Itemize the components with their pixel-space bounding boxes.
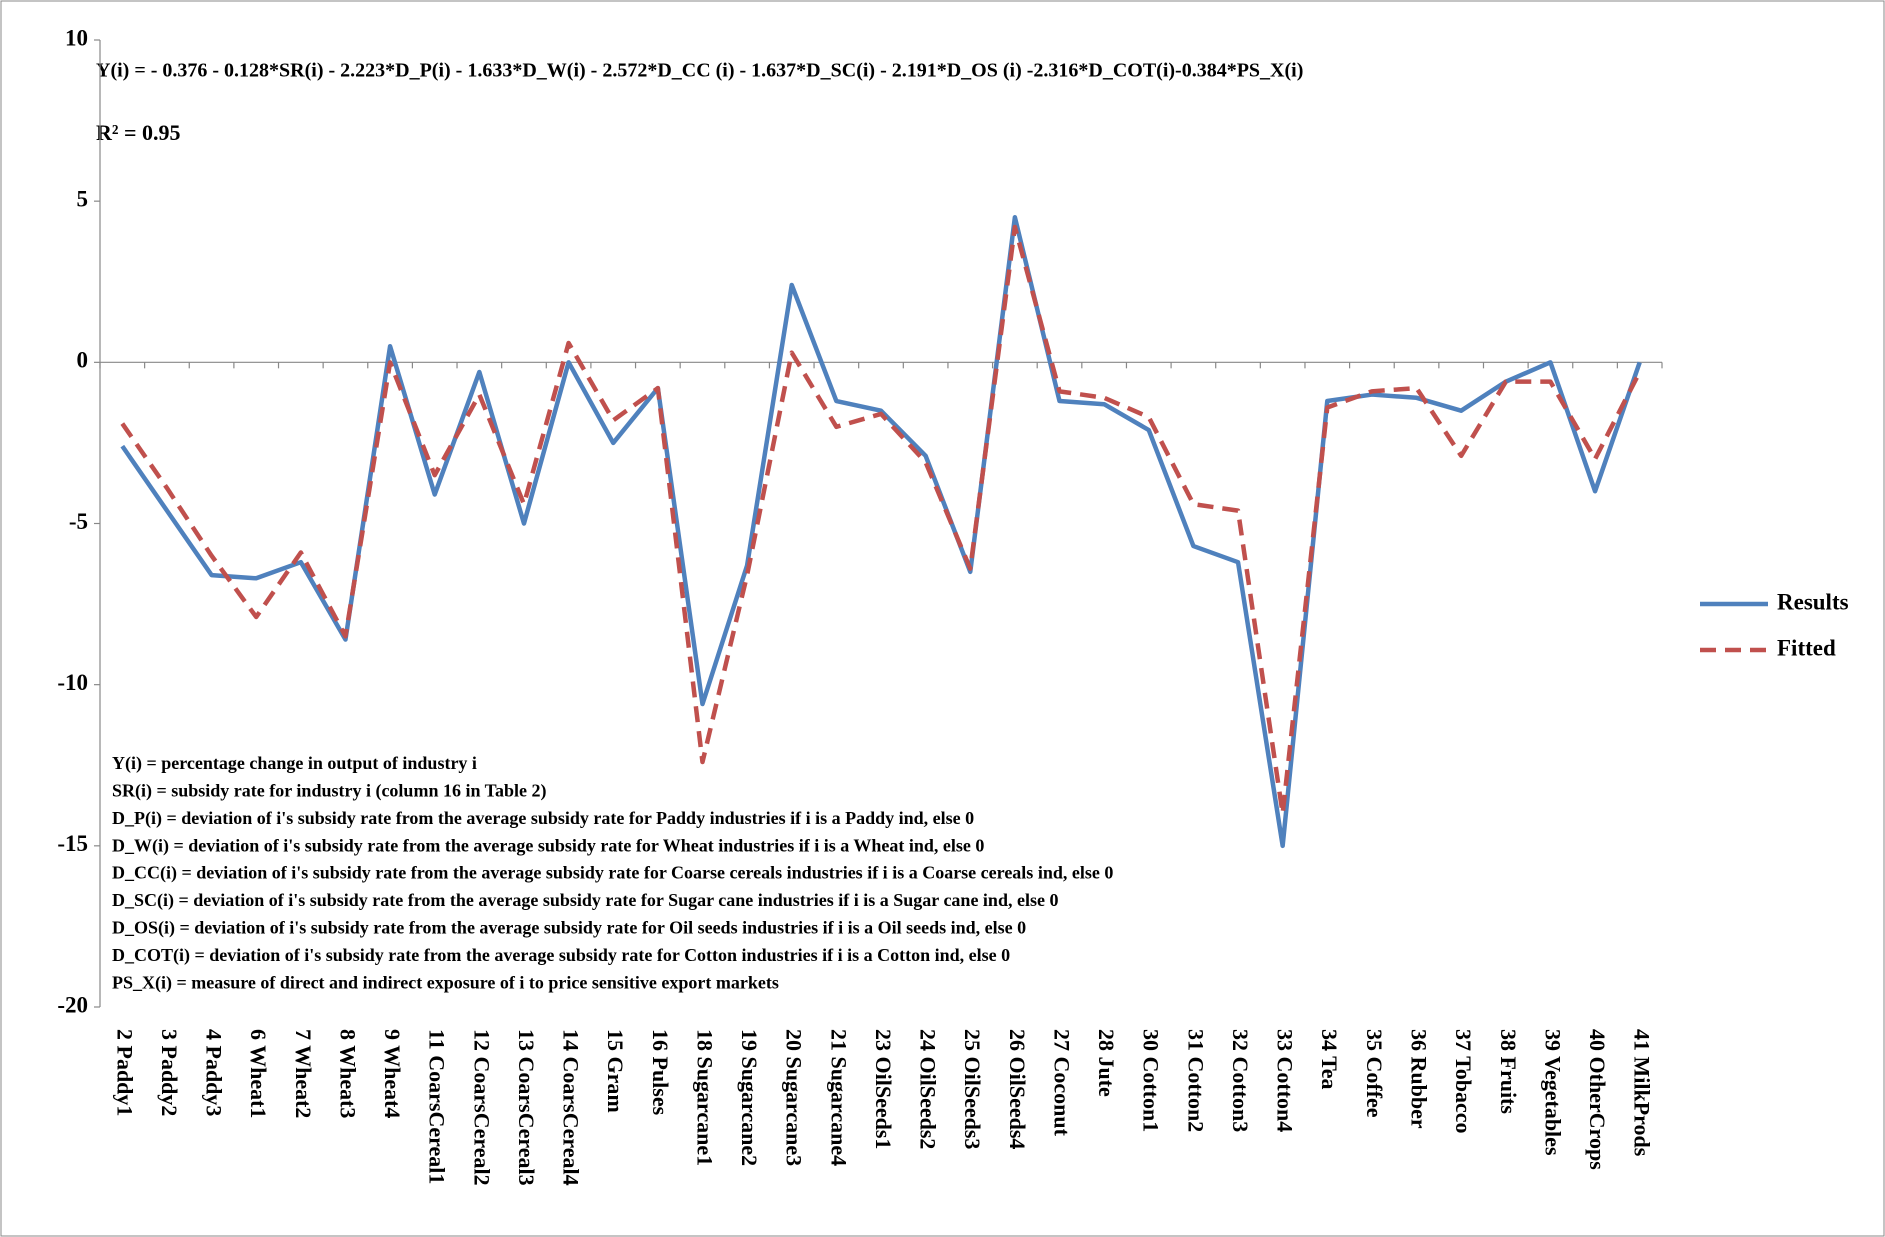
x-tick-label: 27 Coconut [1049,1029,1074,1137]
x-tick-label: 38 Fruits [1496,1029,1521,1114]
x-tick-label: 36 Rubber [1406,1029,1431,1129]
x-tick-label: 12 CoarsCereal2 [469,1029,494,1186]
y-tick-label: -20 [57,992,88,1017]
chart-title: Y(i) = - 0.376 - 0.128*SR(i) - 2.223*D_P… [96,60,1303,82]
annotation: SR(i) = subsidy rate for industry i (col… [112,781,547,802]
x-tick-label: 15 Gram [603,1029,628,1113]
x-tick-label: 34 Tea [1317,1029,1342,1090]
x-tick-label: 6 Wheat1 [246,1029,271,1118]
x-tick-label: 25 OilSeeds3 [960,1029,985,1149]
y-tick-label: -10 [57,670,88,695]
x-tick-label: 33 Cotton4 [1273,1029,1298,1132]
y-tick-label: 0 [77,348,89,373]
x-tick-label: 8 Wheat3 [335,1029,360,1118]
x-tick-label: 7 Wheat2 [291,1029,316,1118]
x-tick-label: 30 Cotton1 [1139,1029,1164,1132]
x-tick-label: 31 Cotton2 [1183,1029,1208,1132]
x-tick-label: 11 CoarsCereal1 [425,1029,450,1184]
x-tick-label: 13 CoarsCereal3 [514,1029,539,1186]
y-tick-label: -5 [69,509,88,534]
legend-label: Fitted [1777,635,1836,660]
x-tick-label: 32 Cotton3 [1228,1029,1253,1132]
annotation: D_SC(i) = deviation of i's subsidy rate … [112,890,1058,911]
x-tick-label: 18 Sugarcane1 [692,1029,717,1166]
annotation: PS_X(i) = measure of direct and indirect… [112,972,779,993]
annotation: Y(i) = percentage change in output of in… [112,753,477,774]
x-tick-label: 21 Sugarcane4 [826,1029,851,1166]
x-tick-label: 9 Wheat4 [380,1029,405,1118]
x-tick-label: 19 Sugarcane2 [737,1029,762,1166]
x-tick-label: 24 OilSeeds2 [916,1029,941,1149]
x-tick-label: 28 Jute [1094,1029,1119,1097]
x-tick-label: 26 OilSeeds4 [1005,1029,1030,1149]
x-tick-label: 37 Tobacco [1451,1029,1476,1134]
x-tick-label: 4 Paddy3 [202,1029,227,1116]
x-tick-label: 35 Coffee [1362,1029,1387,1118]
annotation: D_CC(i) = deviation of i's subsidy rate … [112,863,1113,884]
annotation: D_COT(i) = deviation of i's subsidy rate… [112,945,1010,966]
y-tick-label: 10 [65,25,88,50]
x-tick-label: 16 Pulses [648,1029,673,1116]
legend-label: Results [1777,589,1849,614]
x-tick-label: 40 OtherCrops [1585,1029,1610,1170]
x-tick-label: 3 Paddy2 [157,1029,182,1116]
chart-subtitle: R² = 0.95 [96,120,181,145]
x-tick-label: 39 Vegetables [1540,1029,1565,1156]
annotation: D_P(i) = deviation of i's subsidy rate f… [112,808,974,829]
y-tick-label: -15 [57,831,88,856]
x-tick-label: 20 Sugarcane3 [782,1029,807,1166]
x-tick-label: 14 CoarsCereal4 [559,1029,584,1186]
y-tick-label: 5 [77,186,89,211]
x-tick-label: 2 Paddy1 [112,1029,137,1116]
annotation: D_W(i) = deviation of i's subsidy rate f… [112,835,984,856]
annotation: D_OS(i) = deviation of i's subsidy rate … [112,918,1026,939]
x-tick-label: 23 OilSeeds1 [871,1029,896,1149]
x-tick-label: 41 MilkProds [1630,1029,1655,1157]
series-line [120,224,1642,816]
